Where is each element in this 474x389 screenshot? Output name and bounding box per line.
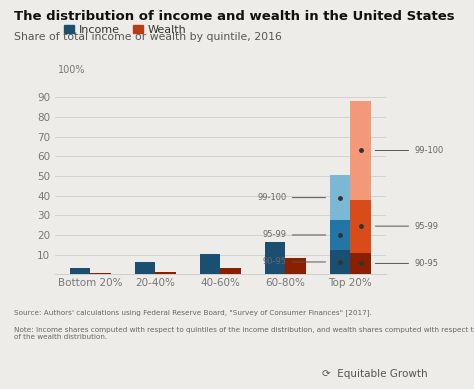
- Text: ⟳  Equitable Growth: ⟳ Equitable Growth: [322, 369, 428, 379]
- Bar: [200, 254, 220, 274]
- Bar: [70, 268, 91, 274]
- Bar: [350, 252, 371, 274]
- Text: 100%: 100%: [58, 65, 85, 75]
- Bar: [350, 102, 371, 200]
- Text: 95-99: 95-99: [375, 222, 438, 231]
- Text: 90-95: 90-95: [375, 259, 438, 268]
- Text: Source: Authors' calculations using Federal Reserve Board, "Survey of Consumer F: Source: Authors' calculations using Fede…: [14, 309, 372, 316]
- Text: 99-100: 99-100: [375, 146, 443, 155]
- Text: 90-95: 90-95: [263, 258, 326, 266]
- Text: 95-99: 95-99: [263, 230, 326, 240]
- Bar: [329, 250, 350, 274]
- Bar: [329, 175, 350, 220]
- Bar: [350, 200, 371, 252]
- Bar: [264, 242, 285, 274]
- Bar: [220, 268, 241, 274]
- Bar: [285, 258, 306, 274]
- Text: Note: Income shares computed with respect to quintiles of the income distributio: Note: Income shares computed with respec…: [14, 327, 474, 340]
- Text: The distribution of income and wealth in the United States: The distribution of income and wealth in…: [14, 10, 455, 23]
- Bar: [155, 272, 176, 274]
- Text: Share of total income or wealth by quintile, 2016: Share of total income or wealth by quint…: [14, 32, 282, 42]
- Legend: Income, Wealth: Income, Wealth: [60, 21, 191, 39]
- Bar: [329, 220, 350, 250]
- Bar: [135, 262, 155, 274]
- Bar: [91, 273, 111, 274]
- Text: 99-100: 99-100: [257, 193, 326, 202]
